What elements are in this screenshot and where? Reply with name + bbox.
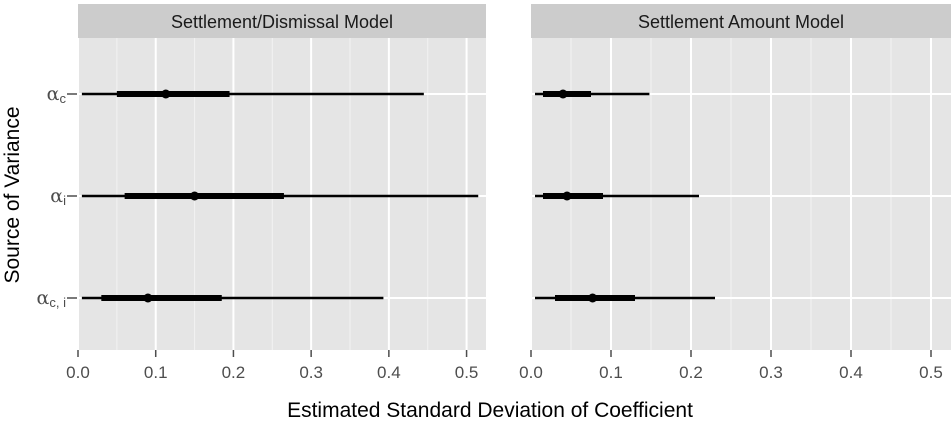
- median-point: [190, 191, 200, 201]
- category-label: αc: [47, 83, 67, 106]
- x-tick-label: 0.3: [759, 363, 783, 382]
- x-tick-label: 0.5: [919, 363, 943, 382]
- category-subscript: i: [63, 193, 66, 208]
- category-label: αi: [50, 185, 66, 208]
- x-tick-label: 0.0: [66, 363, 90, 382]
- x-tick-label: 0.1: [144, 363, 168, 382]
- median-point: [562, 191, 572, 201]
- x-tick-label: 0.2: [222, 363, 246, 382]
- median-point: [161, 89, 171, 99]
- y-axis-title: Source of Variance: [1, 106, 24, 283]
- category-label: αc, i: [37, 287, 67, 310]
- x-tick-label: 0.3: [299, 363, 323, 382]
- category-subscript: c, i: [49, 295, 66, 310]
- x-tick-label: 0.1: [599, 363, 623, 382]
- facet-title: Settlement Amount Model: [638, 12, 844, 32]
- facet-title: Settlement/Dismissal Model: [171, 12, 393, 32]
- x-tick-label: 0.2: [679, 363, 703, 382]
- x-axis-title: Estimated Standard Deviation of Coeffici…: [287, 399, 693, 422]
- facet-strip: [78, 4, 486, 38]
- x-tick-label: 0.4: [377, 363, 401, 382]
- x-tick-label: 0.4: [839, 363, 863, 382]
- category-symbol: α: [47, 83, 60, 105]
- median-point: [558, 89, 568, 99]
- category-symbol: α: [50, 185, 63, 207]
- median-point: [143, 293, 153, 303]
- x-tick-label: 0.0: [519, 363, 543, 382]
- category-subscript: c: [60, 91, 67, 106]
- x-tick-label: 0.5: [455, 363, 479, 382]
- facet-strip: [531, 4, 951, 38]
- category-symbol: α: [37, 287, 50, 309]
- median-point: [588, 293, 598, 303]
